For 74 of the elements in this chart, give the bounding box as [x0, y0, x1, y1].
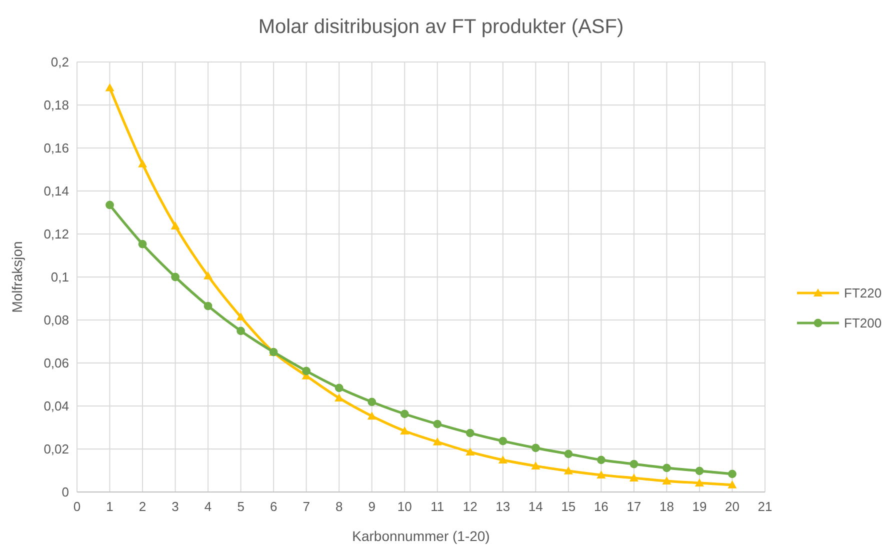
x-tick-label: 18	[659, 499, 674, 514]
point	[400, 410, 409, 418]
point	[564, 450, 573, 458]
point	[433, 420, 442, 428]
legend-label: FT200	[844, 316, 882, 331]
point	[466, 448, 475, 456]
x-tick-label: 2	[138, 499, 146, 514]
point	[204, 271, 213, 280]
x-tick-label: 19	[692, 499, 707, 514]
point	[630, 460, 638, 468]
x-tick-label: 17	[626, 499, 642, 514]
point	[334, 384, 344, 392]
x-tick-label: 20	[725, 499, 740, 514]
point	[498, 455, 508, 464]
point	[596, 456, 606, 464]
point	[728, 470, 736, 478]
y-tick-label: 0,2	[50, 54, 69, 70]
x-tick-label: 15	[561, 499, 576, 514]
y-tick-label: 0,1	[50, 270, 69, 285]
x-tick-label: 11	[430, 499, 444, 514]
point	[466, 428, 474, 438]
point	[302, 366, 311, 376]
point	[596, 470, 606, 479]
point	[694, 478, 704, 486]
point	[531, 461, 540, 470]
chart-title: Molar disitribusjon av FT produkter (ASF)	[258, 16, 624, 38]
x-tick-label: 4	[204, 499, 212, 514]
y-tick-label: 0	[62, 484, 69, 500]
point	[432, 437, 442, 446]
x-tick-label: 12	[462, 499, 478, 514]
point	[170, 222, 180, 230]
point	[105, 83, 114, 92]
y-tick-label: 0,04	[44, 398, 69, 414]
x-tick-label: 6	[270, 499, 278, 514]
y-tick-label: 0,12	[44, 226, 69, 242]
x-tick-label: 1	[106, 499, 114, 514]
point	[695, 466, 704, 476]
point	[236, 326, 246, 336]
x-tick-label: 13	[496, 499, 510, 514]
x-tick-label: 5	[237, 499, 244, 514]
y-tick-label: 0,02	[44, 442, 69, 457]
point	[728, 480, 737, 488]
y-tick-label: 0,18	[44, 98, 69, 113]
y-tick-label: 0,14	[44, 184, 69, 199]
point	[236, 312, 246, 320]
x-tick-label: 14	[528, 499, 543, 514]
point	[564, 466, 573, 474]
x-tick-label: 16	[594, 499, 608, 514]
x-tick-label: 7	[302, 499, 310, 514]
point	[368, 398, 376, 406]
x-tick-label: 8	[335, 499, 343, 514]
y-axis-title: Molfraksjon	[9, 241, 25, 313]
point	[204, 302, 212, 310]
point	[662, 476, 672, 485]
point	[662, 464, 671, 472]
x-tick-label: 3	[172, 499, 179, 514]
point	[498, 436, 508, 446]
x-tick-label: 10	[397, 499, 412, 514]
point	[400, 426, 410, 434]
x-tick-label: 0	[73, 499, 81, 514]
y-tick-label: 0,06	[44, 356, 69, 371]
point	[171, 272, 180, 282]
point	[106, 200, 114, 210]
x-axis-title: Karbonnummer (1-20)	[352, 528, 490, 544]
x-tick-label: 9	[368, 499, 376, 514]
y-tick-label: 0,16	[44, 140, 69, 156]
y-tick-label: 0,08	[44, 312, 69, 328]
point	[531, 444, 540, 452]
point	[138, 240, 147, 248]
legend-label: FT220	[844, 286, 882, 301]
x-tick-label: 21	[758, 499, 772, 514]
point	[367, 412, 376, 420]
point	[629, 474, 638, 482]
point	[138, 159, 148, 168]
